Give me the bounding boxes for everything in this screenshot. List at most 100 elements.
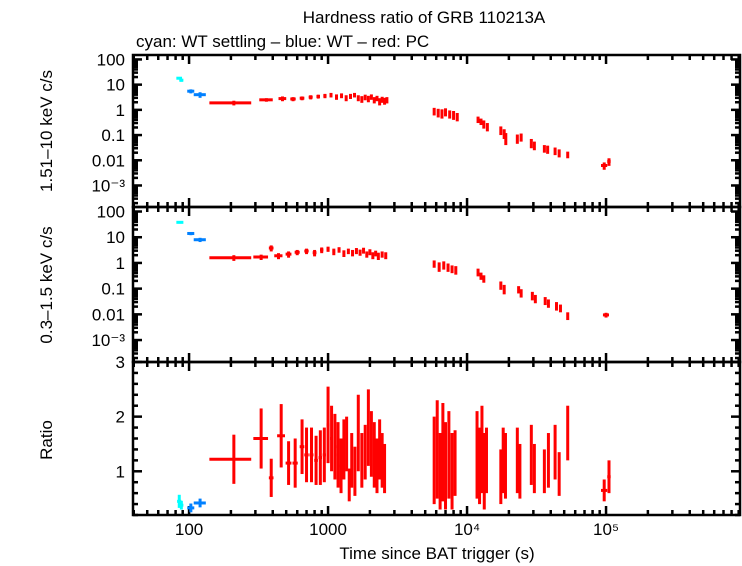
data-point bbox=[187, 503, 195, 513]
y-tick-label: 100 bbox=[97, 203, 125, 222]
data-point bbox=[326, 386, 330, 464]
data-point bbox=[558, 304, 562, 313]
data-point bbox=[179, 78, 184, 82]
y-tick-label: 1 bbox=[116, 462, 125, 481]
data-point bbox=[330, 405, 334, 472]
data-point bbox=[360, 96, 364, 103]
data-point bbox=[385, 97, 389, 104]
data-point bbox=[482, 275, 486, 283]
data-point bbox=[442, 261, 446, 270]
y-axis-label-soft: 0.3–1.5 keV c/s bbox=[37, 226, 56, 343]
data-point bbox=[365, 251, 369, 258]
data-point bbox=[358, 249, 362, 256]
data-point bbox=[209, 255, 252, 261]
data-point bbox=[436, 108, 440, 118]
data-point bbox=[294, 249, 300, 256]
data-point bbox=[501, 427, 505, 494]
data-point bbox=[515, 134, 519, 144]
data-point bbox=[253, 254, 269, 261]
data-point bbox=[366, 95, 370, 103]
data-point bbox=[482, 120, 486, 129]
y-tick-label: 10 bbox=[106, 76, 125, 95]
data-point bbox=[304, 248, 309, 255]
data-point bbox=[253, 408, 269, 469]
series-wt bbox=[187, 89, 206, 98]
y-tick-label: 10⁻³ bbox=[91, 331, 125, 350]
data-point bbox=[368, 249, 372, 256]
data-point bbox=[566, 151, 570, 159]
data-point bbox=[342, 250, 346, 258]
data-point bbox=[304, 427, 309, 483]
data-point bbox=[332, 248, 336, 256]
series-pc bbox=[209, 245, 609, 321]
data-point bbox=[437, 262, 441, 272]
data-point bbox=[299, 96, 305, 101]
data-point bbox=[363, 424, 367, 480]
y-tick-label: 2 bbox=[116, 408, 125, 427]
data-point bbox=[529, 138, 533, 149]
data-point bbox=[554, 302, 558, 311]
data-point bbox=[209, 100, 252, 106]
axes-frame bbox=[131, 53, 742, 209]
data-point bbox=[557, 149, 561, 158]
series-pc bbox=[209, 386, 611, 510]
data-point bbox=[353, 92, 357, 98]
data-point bbox=[348, 93, 352, 99]
data-point bbox=[543, 297, 547, 306]
y-tick-label: 1 bbox=[116, 101, 125, 120]
data-point bbox=[452, 111, 456, 120]
y-tick-label: 0.01 bbox=[92, 305, 125, 324]
data-point bbox=[503, 433, 507, 499]
data-point bbox=[346, 248, 350, 255]
data-point bbox=[369, 411, 373, 477]
data-point bbox=[353, 446, 357, 496]
data-point bbox=[475, 411, 479, 499]
chart-title: Hardness ratio of GRB 110213A bbox=[303, 8, 546, 27]
data-point bbox=[432, 416, 436, 505]
data-point bbox=[312, 249, 317, 257]
data-point bbox=[340, 93, 344, 99]
data-point bbox=[553, 147, 557, 156]
x-tick-label: 10⁴ bbox=[454, 520, 480, 539]
data-point bbox=[478, 427, 482, 505]
data-point bbox=[356, 394, 360, 472]
data-point bbox=[274, 253, 283, 260]
y-tick-label: 100 bbox=[97, 50, 125, 69]
data-point bbox=[384, 252, 388, 260]
data-point bbox=[450, 433, 454, 510]
data-point bbox=[602, 312, 609, 318]
series-pc bbox=[209, 92, 611, 170]
data-point bbox=[546, 299, 550, 308]
data-point bbox=[350, 433, 354, 488]
data-point bbox=[502, 284, 506, 295]
data-point bbox=[372, 422, 376, 488]
data-point bbox=[187, 231, 195, 236]
data-point bbox=[546, 433, 550, 488]
data-point bbox=[314, 435, 318, 485]
data-point bbox=[542, 449, 546, 494]
data-point bbox=[193, 237, 206, 243]
y-tick-label: 1 bbox=[116, 254, 125, 273]
data-point bbox=[316, 94, 320, 99]
data-point bbox=[480, 405, 484, 494]
x-axis-label: Time since BAT trigger (s) bbox=[339, 544, 534, 563]
data-point bbox=[479, 272, 483, 280]
data-point bbox=[380, 251, 384, 258]
data-point bbox=[484, 427, 488, 494]
data-point bbox=[193, 498, 206, 508]
data-point bbox=[444, 422, 448, 510]
data-point bbox=[476, 116, 480, 124]
data-point bbox=[309, 427, 314, 483]
data-point bbox=[351, 249, 355, 257]
data-point bbox=[533, 294, 537, 304]
data-point bbox=[363, 94, 367, 101]
panel-ratio: 3 2 1 100 1000 10⁴ 10⁵ bbox=[116, 353, 742, 539]
data-point bbox=[334, 94, 338, 100]
y-tick-label: 10⁻³ bbox=[91, 176, 125, 195]
data-point bbox=[566, 312, 570, 321]
data-point bbox=[187, 89, 195, 94]
data-point bbox=[601, 479, 608, 502]
data-point bbox=[374, 250, 378, 257]
data-point bbox=[354, 248, 358, 255]
